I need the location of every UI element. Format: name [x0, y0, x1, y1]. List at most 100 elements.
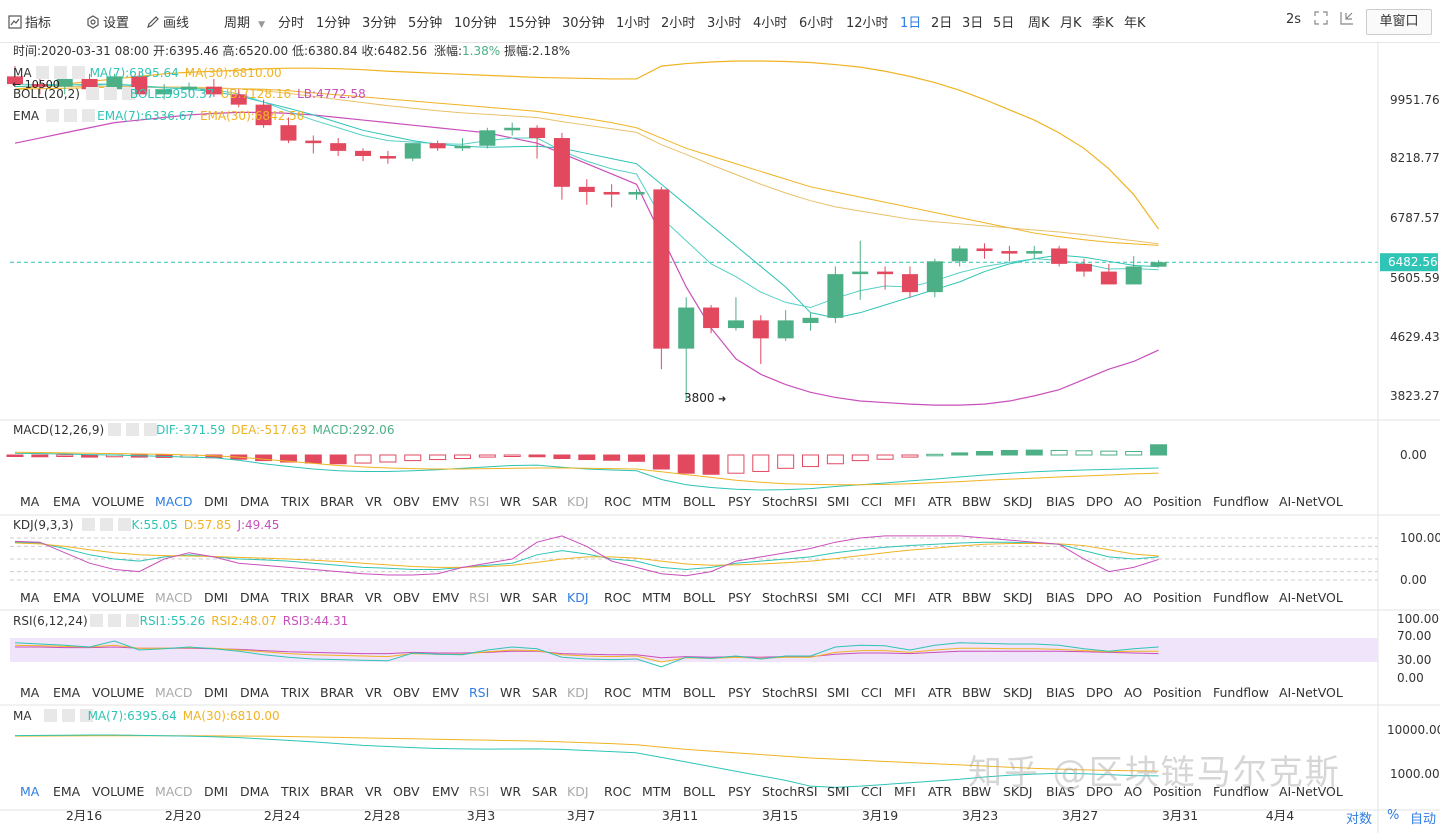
indicator-tab[interactable]: CCI — [861, 685, 882, 700]
indicator-tab[interactable]: EMA — [53, 590, 81, 605]
indicator-tab[interactable]: MACD — [155, 494, 192, 509]
indicator-tab[interactable]: TRIX — [280, 784, 310, 799]
indicator-tab[interactable]: RSI — [469, 784, 489, 799]
indicator-tab[interactable]: TRIX — [280, 494, 310, 509]
indicator-tab[interactable]: Position — [1153, 685, 1202, 700]
indicator-tab[interactable]: BBW — [962, 784, 991, 799]
indicator-tab[interactable]: BIAS — [1046, 784, 1075, 799]
single-window-button[interactable]: 单窗口 — [1366, 9, 1432, 35]
indicator-tab[interactable]: Fundflow — [1213, 590, 1269, 605]
indicator-tab[interactable]: MA — [20, 685, 40, 700]
indicator-tab[interactable]: DMI — [204, 494, 228, 509]
indicator-tab[interactable]: AI-NetVOL — [1279, 590, 1343, 605]
indicator-tab[interactable]: MA — [20, 494, 40, 509]
indicator-tab[interactable]: AI-NetVOL — [1279, 685, 1343, 700]
indicator-tab[interactable]: StochRSI — [762, 590, 818, 605]
indicator-tab[interactable]: MTM — [642, 784, 671, 799]
indicator-tab[interactable]: PSY — [728, 685, 751, 700]
indicator-tab[interactable]: SKDJ — [1003, 784, 1032, 799]
indicator-tab[interactable]: DPO — [1086, 494, 1113, 509]
indicator-tab[interactable]: AO — [1124, 494, 1142, 509]
indicator-tab[interactable]: ATR — [928, 685, 952, 700]
indicator-tab[interactable]: ROC — [604, 685, 632, 700]
indicator-tab[interactable]: MFI — [894, 494, 916, 509]
indicator-tab[interactable]: AI-NetVOL — [1279, 494, 1343, 509]
indicator-tab[interactable]: VOLUME — [92, 685, 144, 700]
indicator-tab[interactable]: PSY — [728, 494, 751, 509]
refresh-interval[interactable]: 2s — [1286, 12, 1302, 27]
indicator-tab[interactable]: BBW — [962, 494, 991, 509]
indicator-tab[interactable]: EMV — [432, 494, 460, 509]
indicator-tab[interactable]: CCI — [861, 784, 882, 799]
indicator-button[interactable]: 指标 — [8, 12, 51, 31]
indicator-tab[interactable]: BRAR — [320, 685, 354, 700]
indicator-tab[interactable]: StochRSI — [762, 784, 818, 799]
indicator-tab[interactable]: KDJ — [567, 590, 589, 605]
indicator-tab[interactable]: VR — [365, 590, 383, 605]
indicator-tab[interactable]: PSY — [728, 590, 751, 605]
indicator-tab[interactable]: CCI — [861, 590, 882, 605]
indicator-tab[interactable]: SKDJ — [1003, 494, 1032, 509]
indicator-tab[interactable]: BOLL — [683, 685, 715, 700]
indicator-tab[interactable]: DMI — [204, 784, 228, 799]
indicator-tab[interactable]: TRIX — [280, 685, 310, 700]
indicator-tab[interactable]: MA — [20, 590, 40, 605]
indicator-tab[interactable]: Position — [1153, 784, 1202, 799]
indicator-tab[interactable]: RSI — [469, 685, 489, 700]
indicator-tab[interactable]: BOLL — [683, 494, 715, 509]
indicator-tab[interactable]: Fundflow — [1213, 784, 1269, 799]
indicator-tab[interactable]: EMA — [53, 784, 81, 799]
period-item[interactable]: 30分钟 — [562, 16, 605, 31]
indicator-tab[interactable]: ROC — [604, 784, 632, 799]
period-item[interactable]: 6小时 — [799, 16, 834, 31]
indicator-tab[interactable]: EMV — [432, 685, 460, 700]
indicator-tab[interactable]: StochRSI — [762, 494, 818, 509]
indicator-tab[interactable]: AO — [1124, 685, 1142, 700]
indicator-tab[interactable]: SMI — [827, 494, 849, 509]
indicator-tab[interactable]: MACD — [155, 685, 192, 700]
indicator-tab[interactable]: BRAR — [320, 590, 354, 605]
period-item[interactable]: 年K — [1124, 16, 1146, 31]
indicator-tab[interactable]: VR — [365, 685, 383, 700]
indicator-tab[interactable]: MFI — [894, 685, 916, 700]
indicator-tab[interactable]: DPO — [1086, 685, 1113, 700]
indicator-tab[interactable]: DMA — [240, 590, 269, 605]
indicator-tab[interactable]: OBV — [393, 590, 420, 605]
indicator-tab[interactable]: BIAS — [1046, 494, 1075, 509]
indicator-tab[interactable]: ATR — [928, 590, 952, 605]
log-scale-toggle[interactable]: 对数 — [1346, 812, 1373, 827]
indicator-tab[interactable]: SMI — [827, 590, 849, 605]
period-item[interactable]: 月K — [1060, 16, 1082, 31]
indicator-tab[interactable]: VOLUME — [92, 494, 144, 509]
indicator-tab[interactable]: TRIX — [280, 590, 310, 605]
indicator-tab[interactable]: DPO — [1086, 784, 1113, 799]
indicator-tab[interactable]: MTM — [642, 590, 671, 605]
settings-button[interactable]: 设置 — [86, 12, 129, 31]
indicator-tab[interactable]: OBV — [393, 685, 420, 700]
auto-scale-toggle[interactable]: 自动 — [1410, 812, 1437, 827]
indicator-tab[interactable]: SKDJ — [1003, 590, 1032, 605]
indicator-tab[interactable]: MFI — [894, 784, 916, 799]
period-item[interactable]: 3日 — [962, 16, 984, 31]
period-item[interactable]: 15分钟 — [508, 16, 551, 31]
indicator-tab[interactable]: MACD — [155, 590, 192, 605]
indicator-tab[interactable]: BIAS — [1046, 590, 1075, 605]
indicator-tab[interactable]: BIAS — [1046, 685, 1075, 700]
period-item[interactable]: 4小时 — [753, 16, 788, 31]
indicator-tab[interactable]: BOLL — [683, 590, 715, 605]
indicator-tab[interactable]: KDJ — [567, 685, 589, 700]
indicator-tab[interactable]: KDJ — [567, 494, 589, 509]
period-item[interactable]: 1小时 — [616, 16, 651, 31]
indicator-tab[interactable]: SAR — [532, 494, 558, 509]
indicator-tab[interactable]: DMI — [204, 590, 228, 605]
indicator-tab[interactable]: EMA — [53, 685, 81, 700]
indicator-tab[interactable]: BRAR — [320, 494, 354, 509]
period-item[interactable]: 2日 — [931, 16, 953, 31]
indicator-tab[interactable]: Position — [1153, 494, 1202, 509]
indicator-tab[interactable]: StochRSI — [762, 685, 818, 700]
indicator-tab[interactable]: VOLUME — [92, 590, 144, 605]
period-item[interactable]: 5分钟 — [408, 16, 443, 31]
indicator-tab[interactable]: DMA — [240, 685, 269, 700]
indicator-tab[interactable]: WR — [500, 784, 521, 799]
indicator-tab[interactable]: MTM — [642, 685, 671, 700]
